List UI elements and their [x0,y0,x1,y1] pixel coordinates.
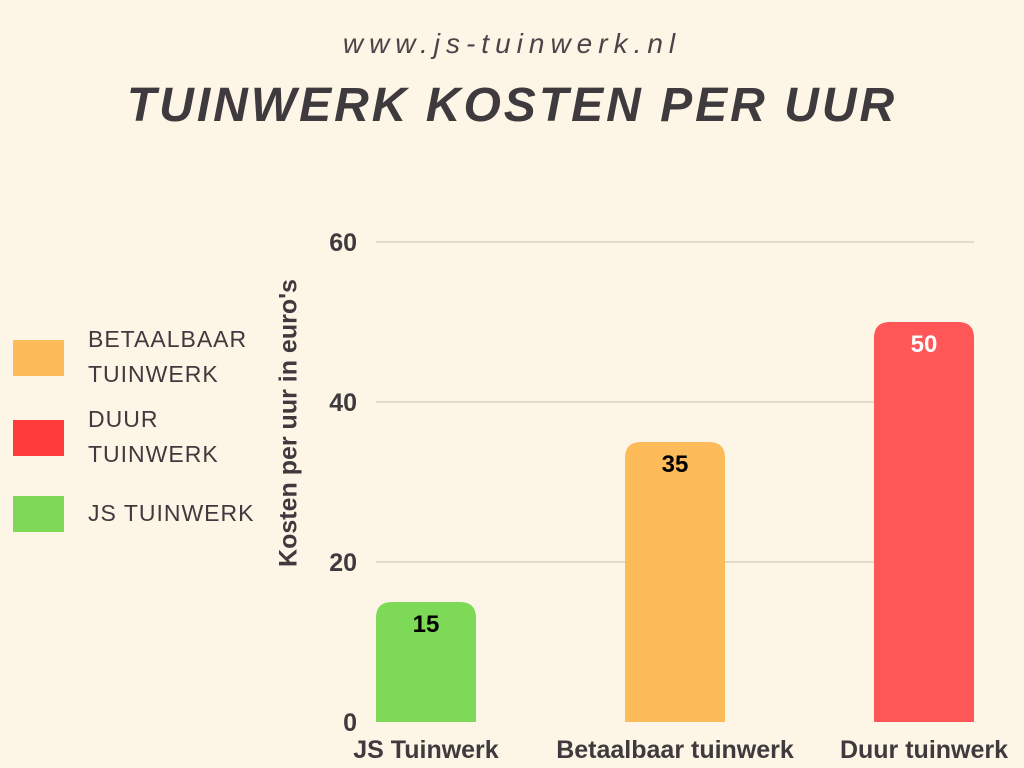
bar-value-label-2: 50 [911,331,938,358]
bar-2 [874,322,974,722]
legend-label-betaalbaar: BETAALBAAR TUINWERK [88,326,248,387]
y-tick-label-40: 40 [329,389,357,417]
bar-1 [625,442,725,722]
legend-label-js: JS TUINWERK [88,500,255,526]
site-url: www.js-tuinwerk.nl [342,28,682,59]
x-category-label-1: Betaalbaar tuinwerk [556,736,794,764]
bar-0 [376,602,476,722]
legend-swatch-js [13,496,64,532]
legend-label-duur: DUUR TUINWERK [88,406,219,467]
bar-value-label-1: 35 [662,451,689,478]
x-category-label-0: JS Tuinwerk [353,736,499,764]
chart-title: TUINWERK KOSTEN PER UUR [126,79,898,132]
legend-swatch-duur [13,420,64,456]
legend-swatch-betaalbaar [13,340,64,376]
y-tick-label-20: 20 [329,549,357,577]
x-category-label-2: Duur tuinwerk [840,736,1008,764]
y-tick-label-60: 60 [329,229,357,257]
bar-value-label-0: 15 [413,611,440,638]
y-tick-label-0: 0 [343,709,357,737]
